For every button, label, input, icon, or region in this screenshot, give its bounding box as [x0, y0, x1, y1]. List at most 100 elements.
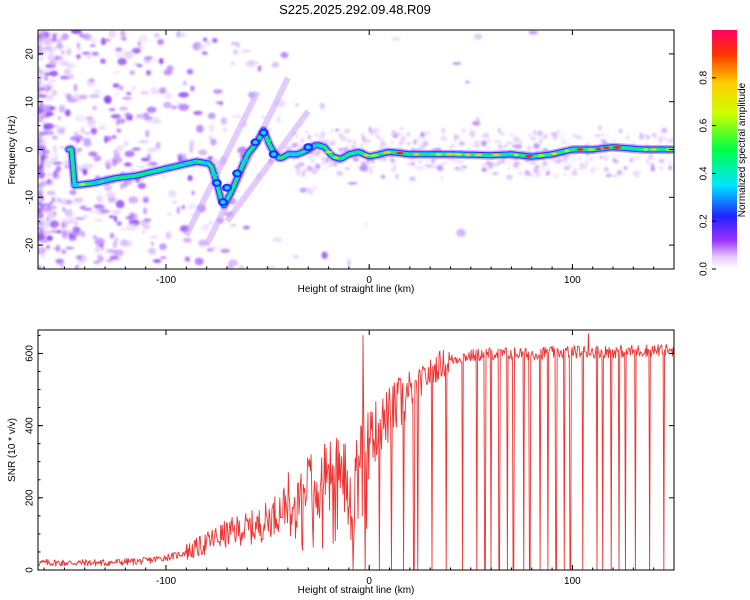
spectrogram-noise-blob	[88, 151, 98, 157]
spectrogram-noise-blob	[59, 60, 70, 66]
spectrogram-halo-speckle	[646, 136, 650, 139]
spectrogram-hotspot	[164, 166, 171, 170]
spectrogram-x-tick-label: 100	[564, 275, 581, 286]
spectrogram-noise-blob	[107, 196, 117, 203]
spectrogram-halo-speckle	[338, 147, 345, 152]
spectrogram-noise-blob	[116, 119, 120, 126]
spectrogram-noise-blob	[43, 104, 54, 113]
spectrogram-noise-blob	[142, 225, 151, 230]
spectrogram-halo-speckle	[560, 133, 564, 139]
spectrogram-halo-speckle	[563, 161, 569, 165]
spectrogram-halo-speckle	[594, 164, 597, 168]
spectrogram-noise-blob	[89, 43, 96, 48]
spectrogram-x-tick-label: 0	[366, 275, 372, 286]
spectrogram-noise-blob	[65, 93, 73, 100]
spectrogram-hotspot	[396, 151, 404, 155]
spectrogram-noise-blob	[272, 237, 283, 243]
spectrogram-noise-blob	[44, 32, 49, 38]
spectrogram-halo-speckle	[552, 136, 558, 140]
spectrogram-halo-speckle	[612, 139, 617, 143]
spectrogram-blob-core	[252, 140, 258, 145]
spectrogram-halo-speckle	[449, 146, 452, 149]
spectrogram-noise-blob	[130, 49, 139, 52]
spectrogram-halo-speckle	[470, 134, 476, 138]
spectrogram-hotspot	[210, 173, 219, 177]
spectrogram-halo-speckle	[302, 169, 306, 175]
spectrogram-noise-blob	[115, 47, 123, 52]
spectrogram-noise-blob	[49, 220, 57, 229]
spectrogram-noise-blob	[136, 63, 143, 68]
spectrogram-halo-speckle	[625, 135, 630, 141]
spectrogram-hotspot	[564, 149, 570, 153]
spectrogram-noise-blob	[38, 131, 48, 136]
spectrogram-noise-blob	[97, 125, 107, 131]
spectrogram-noise-blob	[88, 78, 95, 83]
spectrogram-halo-speckle	[662, 137, 668, 140]
spectrogram-noise-blob	[152, 118, 162, 125]
spectrogram-noise-blob	[48, 79, 57, 83]
spectrogram-x-tick-label: -100	[156, 275, 176, 286]
spectrogram-blob-core	[220, 200, 226, 205]
spectrogram-noise-blob	[114, 53, 124, 58]
spectrogram-noise-blob	[46, 244, 50, 250]
spectrogram-noise-blob	[115, 145, 125, 151]
spectrogram-noise-blob	[89, 94, 100, 98]
spectrogram-halo-speckle	[328, 163, 332, 169]
spectrogram-noise-blob	[116, 221, 122, 226]
spectrogram-halo-speckle	[503, 144, 507, 148]
spectrogram-halo-speckle	[642, 134, 650, 138]
spectrogram-noise-blob	[223, 127, 228, 132]
spectrogram-noise-blob	[88, 210, 99, 214]
spectrogram-halo-speckle	[291, 142, 297, 148]
spectrogram-noise-blob	[110, 114, 121, 119]
spectrogram-hotspot	[502, 153, 510, 156]
spectrogram-halo-speckle	[594, 134, 601, 138]
spectrogram-noise-blob	[53, 150, 59, 160]
spectrogram-noise-blob	[137, 182, 147, 189]
spectrogram-noise-blob	[165, 231, 172, 239]
spectrogram-hotspot	[624, 146, 631, 150]
spectrogram-noise-blob	[143, 218, 152, 222]
spectrogram-noise-blob	[211, 38, 218, 43]
spectrogram-halo-speckle	[568, 162, 572, 168]
spectrogram-noise-blob	[83, 34, 89, 39]
spectrogram-noise-blob	[109, 255, 119, 260]
spectrogram-hotspot	[453, 153, 463, 156]
spectrogram-hotspot	[587, 148, 595, 151]
spectrogram-hotspot	[313, 143, 321, 147]
spectrogram-halo-speckle	[461, 169, 465, 172]
spectrogram-noise-blob	[57, 197, 61, 203]
spectrogram-noise-blob	[111, 134, 117, 140]
spectrogram-hotspot	[444, 152, 454, 156]
spectrogram-noise-blob	[103, 183, 112, 192]
spectrogram-halo-speckle	[585, 160, 588, 166]
spectrogram-noise-blob	[123, 162, 132, 167]
spectrogram-noise-blob	[170, 105, 178, 110]
spectrogram-hotspot	[181, 162, 190, 166]
spectrogram-noise-blob	[51, 196, 56, 204]
spectrogram-hotspot	[354, 150, 361, 154]
spectrogram-halo-speckle	[374, 127, 378, 133]
spectrogram-noise-blob	[82, 163, 94, 170]
spectrogram-noise-blob	[108, 108, 116, 111]
spectrogram-halo-speckle	[508, 133, 515, 136]
spectrogram-noise-blob	[84, 116, 93, 120]
spectrogram-noise-blob	[321, 251, 328, 260]
spectrogram-halo-speckle	[527, 132, 532, 138]
spectrogram-noise-blob	[226, 264, 234, 269]
spectrogram-halo-speckle	[396, 132, 401, 136]
spectrogram-noise-blob	[313, 185, 318, 191]
spectrogram-noise-blob	[117, 227, 129, 231]
spectrogram-noise-blob	[82, 207, 93, 211]
spectrogram-noise-blob	[262, 115, 266, 119]
spectrogram-y-axis-title: Frequency (Hz)	[7, 116, 18, 185]
spectrogram-halo-speckle	[498, 139, 501, 144]
spectrogram-noise-blob	[38, 72, 45, 81]
spectrogram-noise-blob	[53, 211, 57, 216]
spectrogram-halo-speckle	[425, 159, 429, 162]
spectrogram-noise-blob	[61, 50, 65, 55]
spectrogram-hotspot	[264, 138, 272, 142]
spectrogram-halo-speckle	[571, 156, 576, 163]
spectrogram-noise-blob	[87, 121, 96, 128]
spectrogram-halo-speckle	[359, 133, 365, 136]
